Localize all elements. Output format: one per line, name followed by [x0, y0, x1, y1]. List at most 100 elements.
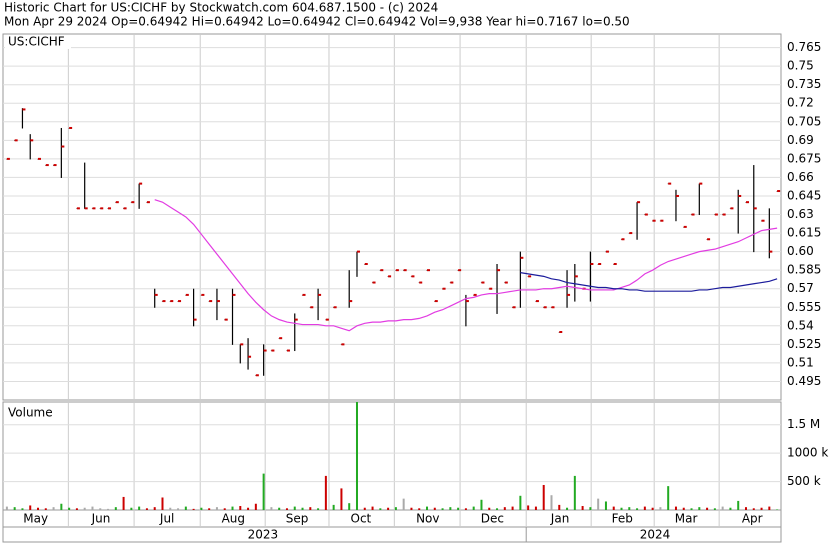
y-tick-label: 0.705	[787, 114, 821, 128]
y-tick-label: 0.72	[787, 96, 814, 110]
y-tick-label: 0.525	[787, 337, 821, 351]
volume-bar	[254, 503, 257, 510]
volume-bar	[768, 506, 771, 510]
y-tick-label: 0.765	[787, 40, 821, 54]
moving-average	[154, 199, 778, 332]
x-tick-label: Jul	[159, 512, 174, 526]
volume-bar	[527, 505, 530, 510]
volume-bar	[130, 507, 133, 510]
y-tick-label: 1000 k	[787, 446, 828, 460]
volume-bar	[628, 507, 631, 510]
y-tick-label: 0.60	[787, 244, 814, 258]
volume-bar	[317, 508, 320, 510]
label-bg	[5, 35, 71, 49]
volume-bar	[776, 509, 779, 510]
volume-bar	[122, 496, 125, 510]
volume-bar	[433, 507, 436, 510]
volume-bar	[52, 507, 55, 510]
volume-bar	[394, 507, 397, 510]
year-label: 2023	[248, 528, 279, 542]
volume-bar	[418, 508, 421, 510]
volume-bar	[293, 506, 296, 510]
x-tick-label: Nov	[416, 512, 439, 526]
volume-bar	[550, 495, 553, 510]
volume-bar	[643, 506, 646, 510]
volume-bar	[208, 508, 211, 510]
volume-bar	[177, 508, 180, 510]
volume-bar	[270, 507, 273, 510]
x-tick-label: Apr	[742, 512, 763, 526]
volume-bar	[231, 506, 234, 510]
volume-bar	[597, 498, 600, 510]
volume-bar	[200, 507, 203, 510]
volume-bar	[402, 498, 405, 510]
volume-bar	[83, 507, 86, 510]
volume-bar	[503, 507, 506, 510]
volume-label: Volume	[8, 406, 53, 420]
volume-bar	[278, 507, 281, 510]
volume-bar	[223, 508, 226, 510]
symbol-label: US:CICHF	[8, 35, 65, 49]
volume-bar	[488, 507, 491, 510]
volume-bar	[682, 507, 685, 510]
volume-bar	[729, 507, 732, 510]
x-tick-label: Mar	[675, 512, 698, 526]
x-tick-label: Aug	[222, 512, 245, 526]
volume-bar	[169, 507, 172, 510]
volume-bar	[558, 504, 561, 510]
y-tick-label: 0.54	[787, 318, 814, 332]
volume-bar	[192, 508, 195, 510]
volume-bar	[744, 507, 747, 510]
volume-bar	[107, 508, 110, 510]
volume-bar	[215, 507, 218, 510]
volume-bar	[721, 506, 724, 510]
volume-bar	[355, 402, 358, 510]
volume-bar	[589, 507, 592, 510]
price-panel	[2, 33, 782, 401]
volume-bar	[5, 506, 8, 510]
x-tick-label: Oct	[351, 512, 372, 526]
volume-bar	[332, 504, 335, 510]
x-tick-label: May	[23, 512, 48, 526]
volume-bar	[161, 497, 164, 510]
volume-bar	[449, 507, 452, 510]
volume-bar	[324, 475, 327, 510]
volume-bar	[262, 473, 265, 510]
volume-bars	[5, 402, 779, 510]
volume-bar	[91, 506, 94, 510]
y-tick-label: 0.735	[787, 77, 821, 91]
volume-bar	[114, 507, 117, 510]
volume-bar	[340, 488, 343, 510]
volume-bar	[441, 508, 444, 510]
volume-bar	[68, 507, 71, 510]
volume-bar	[184, 506, 187, 510]
volume-bar	[99, 508, 102, 510]
volume-bar	[301, 507, 304, 510]
y-tick-label: 0.75	[787, 59, 814, 73]
volume-bar	[496, 508, 499, 510]
volume-bar	[138, 506, 141, 510]
volume-bar	[706, 507, 709, 510]
volume-bar	[145, 508, 148, 510]
volume-bar	[13, 507, 16, 510]
volume-bar	[379, 508, 382, 510]
y-tick-label: 0.675	[787, 151, 821, 165]
volume-bar	[620, 507, 623, 510]
volume-bar	[387, 507, 390, 510]
volume-bar	[604, 501, 607, 510]
y-tick-label: 0.69	[787, 133, 814, 147]
volume-bar	[713, 508, 716, 510]
x-tick-label: Jan	[550, 512, 570, 526]
volume-bar	[636, 508, 639, 510]
y-tick-label: 0.66	[787, 170, 814, 184]
volume-bar	[21, 508, 24, 510]
x-tick-label: Sep	[286, 512, 309, 526]
volume-bar	[60, 503, 63, 510]
x-tick-label: Jun	[91, 512, 111, 526]
volume-bar	[674, 506, 677, 510]
volume-bar	[37, 507, 40, 510]
volume-bar	[464, 508, 467, 510]
volume-bar	[410, 507, 413, 510]
volume-bar	[457, 507, 460, 510]
